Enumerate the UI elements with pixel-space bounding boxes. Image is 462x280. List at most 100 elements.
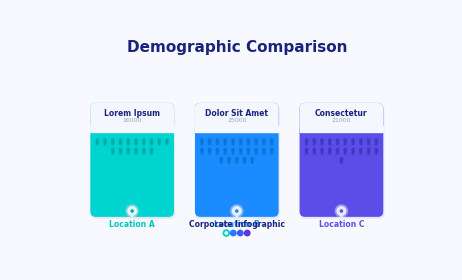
Circle shape — [208, 148, 211, 151]
Circle shape — [352, 148, 354, 151]
Text: Location C: Location C — [319, 220, 364, 229]
Text: Dolor Sit Amet: Dolor Sit Amet — [205, 109, 268, 118]
Polygon shape — [305, 142, 308, 145]
Polygon shape — [236, 160, 238, 163]
Circle shape — [96, 139, 99, 142]
Polygon shape — [352, 142, 354, 145]
Circle shape — [375, 148, 377, 151]
Polygon shape — [112, 151, 114, 154]
Polygon shape — [248, 142, 249, 145]
Circle shape — [232, 206, 242, 216]
FancyBboxPatch shape — [90, 103, 174, 217]
Polygon shape — [375, 142, 377, 145]
Circle shape — [220, 157, 223, 160]
Circle shape — [239, 139, 242, 142]
Polygon shape — [143, 142, 145, 145]
Polygon shape — [271, 142, 273, 145]
Polygon shape — [344, 151, 346, 154]
Polygon shape — [209, 151, 211, 154]
Circle shape — [126, 205, 138, 217]
Circle shape — [142, 148, 145, 151]
Circle shape — [231, 139, 234, 142]
Bar — [195, 126, 279, 132]
Circle shape — [111, 148, 114, 151]
Polygon shape — [321, 142, 323, 145]
Polygon shape — [224, 142, 226, 145]
Polygon shape — [271, 151, 273, 154]
Circle shape — [231, 205, 243, 217]
Polygon shape — [201, 151, 203, 154]
Polygon shape — [329, 151, 331, 154]
Circle shape — [150, 148, 153, 151]
Circle shape — [225, 232, 227, 234]
Circle shape — [158, 139, 161, 142]
Circle shape — [231, 230, 236, 236]
FancyBboxPatch shape — [299, 103, 383, 132]
Circle shape — [359, 148, 362, 151]
Polygon shape — [243, 160, 245, 163]
Circle shape — [208, 139, 211, 142]
Circle shape — [236, 210, 238, 212]
Polygon shape — [368, 151, 370, 154]
Circle shape — [335, 205, 347, 217]
FancyBboxPatch shape — [90, 103, 174, 132]
Circle shape — [321, 148, 323, 151]
Polygon shape — [263, 151, 265, 154]
Polygon shape — [344, 142, 346, 145]
Circle shape — [134, 148, 137, 151]
FancyBboxPatch shape — [91, 105, 175, 219]
Polygon shape — [228, 160, 230, 163]
Circle shape — [336, 206, 346, 216]
Circle shape — [201, 139, 203, 142]
Circle shape — [367, 139, 370, 142]
Circle shape — [270, 148, 273, 151]
Text: 25000: 25000 — [227, 118, 247, 123]
Circle shape — [127, 206, 137, 216]
Circle shape — [352, 139, 354, 142]
Circle shape — [228, 157, 231, 160]
Polygon shape — [112, 142, 114, 145]
Polygon shape — [128, 151, 129, 154]
Circle shape — [119, 139, 122, 142]
Circle shape — [305, 148, 308, 151]
Circle shape — [340, 157, 343, 160]
Polygon shape — [216, 142, 219, 145]
Circle shape — [201, 148, 203, 151]
Polygon shape — [209, 142, 211, 145]
Circle shape — [119, 148, 122, 151]
Polygon shape — [135, 151, 137, 154]
Polygon shape — [120, 151, 122, 154]
Polygon shape — [352, 151, 354, 154]
Polygon shape — [255, 151, 257, 154]
Text: Consectetur: Consectetur — [315, 109, 368, 118]
Circle shape — [216, 148, 219, 151]
FancyBboxPatch shape — [195, 103, 279, 217]
Circle shape — [127, 148, 130, 151]
Circle shape — [255, 139, 257, 142]
Polygon shape — [263, 142, 265, 145]
Polygon shape — [340, 160, 342, 163]
Text: Location B: Location B — [214, 220, 260, 229]
Text: Location A: Location A — [109, 220, 155, 229]
Polygon shape — [158, 142, 160, 145]
Polygon shape — [143, 151, 145, 154]
Circle shape — [367, 148, 370, 151]
Circle shape — [313, 139, 316, 142]
Polygon shape — [251, 160, 253, 163]
Polygon shape — [360, 142, 362, 145]
Circle shape — [313, 148, 316, 151]
Polygon shape — [305, 151, 308, 154]
Circle shape — [216, 139, 219, 142]
Circle shape — [255, 148, 257, 151]
Circle shape — [344, 139, 346, 142]
Polygon shape — [135, 142, 137, 145]
Circle shape — [270, 139, 273, 142]
FancyBboxPatch shape — [196, 105, 280, 219]
Polygon shape — [360, 151, 362, 154]
Polygon shape — [96, 142, 98, 145]
Polygon shape — [255, 142, 257, 145]
Polygon shape — [128, 142, 129, 145]
Polygon shape — [240, 142, 242, 145]
Circle shape — [243, 157, 246, 160]
Circle shape — [375, 139, 377, 142]
